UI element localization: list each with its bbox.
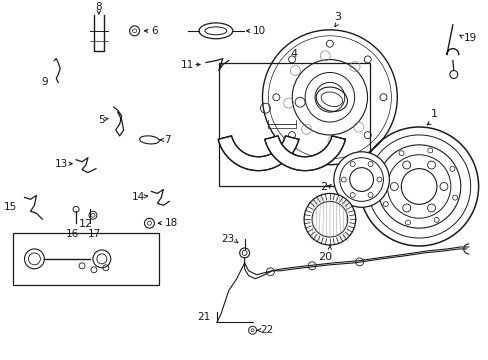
- Text: 20: 20: [317, 252, 331, 262]
- Text: 14: 14: [132, 192, 145, 202]
- Text: 8: 8: [95, 2, 102, 12]
- Circle shape: [304, 193, 355, 245]
- Text: 6: 6: [151, 26, 158, 36]
- Text: 9: 9: [41, 77, 48, 87]
- Text: 23: 23: [221, 234, 234, 244]
- Text: 5: 5: [98, 115, 104, 125]
- Text: 19: 19: [463, 33, 476, 43]
- Text: 18: 18: [164, 218, 177, 228]
- Polygon shape: [264, 136, 345, 171]
- Text: 2: 2: [320, 183, 327, 193]
- Text: 4: 4: [290, 49, 297, 59]
- Text: 16: 16: [65, 229, 79, 239]
- Text: 3: 3: [334, 12, 341, 22]
- Text: 10: 10: [252, 26, 265, 36]
- Text: 21: 21: [197, 312, 210, 322]
- Bar: [13, 233, 159, 285]
- Text: 13: 13: [55, 159, 68, 169]
- Text: 15: 15: [3, 202, 17, 212]
- Text: 17: 17: [88, 229, 102, 239]
- Text: 1: 1: [429, 109, 437, 119]
- Circle shape: [24, 249, 44, 269]
- Circle shape: [93, 250, 111, 268]
- Bar: [219, 63, 369, 186]
- Text: 11: 11: [181, 59, 194, 69]
- Text: 22: 22: [260, 325, 273, 335]
- Circle shape: [333, 152, 388, 207]
- Text: 12: 12: [79, 219, 93, 229]
- Polygon shape: [218, 136, 298, 171]
- Text: 7: 7: [164, 135, 171, 145]
